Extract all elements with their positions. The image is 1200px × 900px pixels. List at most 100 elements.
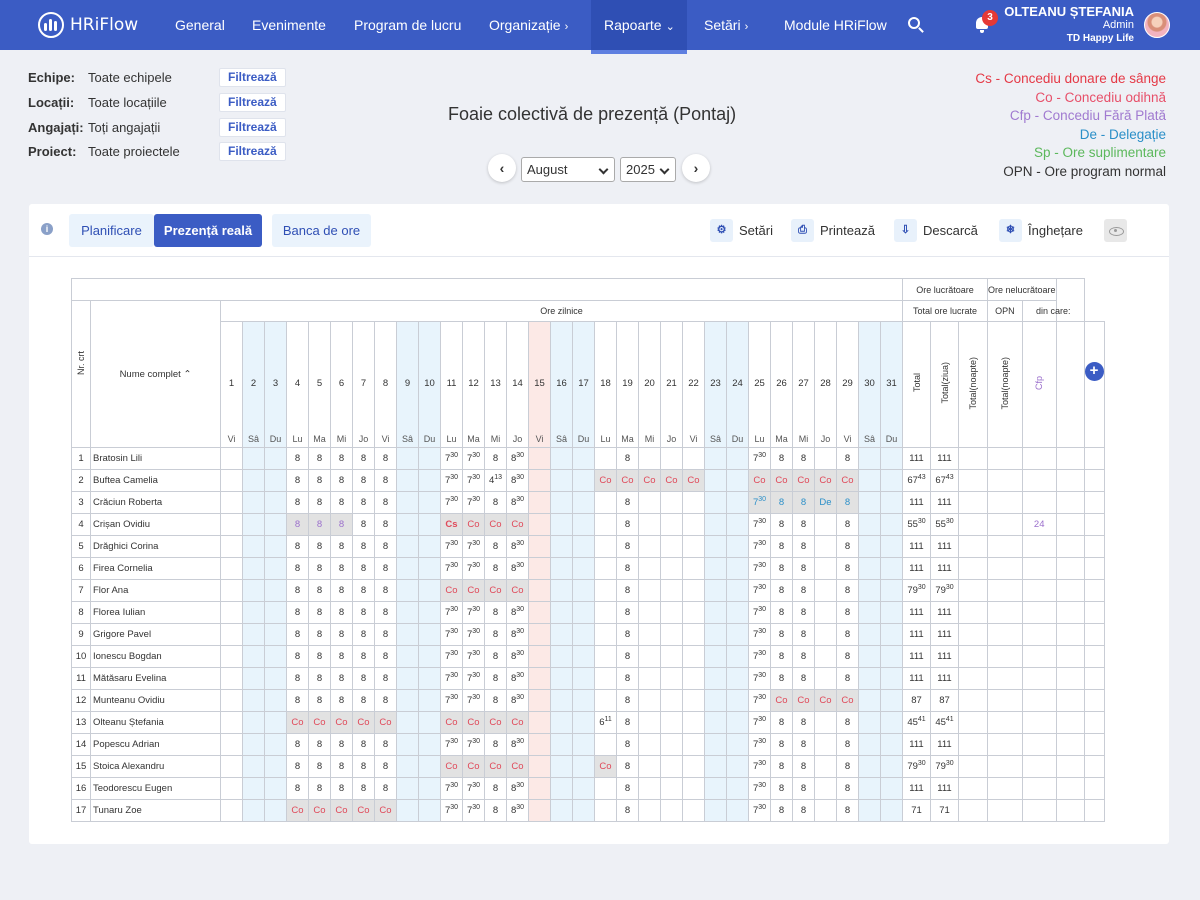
day-cell[interactable] bbox=[220, 755, 243, 778]
day-cell[interactable] bbox=[572, 623, 595, 646]
day-cell[interactable]: 8 bbox=[352, 557, 375, 580]
day-cell[interactable]: 8 bbox=[286, 689, 309, 712]
day-cell[interactable] bbox=[704, 579, 727, 602]
day-cell[interactable] bbox=[814, 799, 837, 822]
day-cell[interactable] bbox=[880, 711, 903, 734]
day-cell[interactable]: 8 bbox=[616, 711, 639, 734]
day-cell[interactable]: 8 bbox=[330, 491, 353, 514]
day-cell[interactable] bbox=[550, 623, 573, 646]
day-cell[interactable] bbox=[594, 799, 617, 822]
day-cell[interactable] bbox=[528, 733, 551, 756]
day-cell[interactable] bbox=[638, 667, 661, 690]
day-cell[interactable] bbox=[572, 557, 595, 580]
day-cell[interactable] bbox=[528, 623, 551, 646]
day-cell[interactable]: Co bbox=[594, 755, 617, 778]
day-cell[interactable]: 8 bbox=[308, 469, 331, 492]
day-cell[interactable]: Co bbox=[484, 711, 507, 734]
day-cell[interactable]: 8 bbox=[616, 557, 639, 580]
day-cell[interactable] bbox=[550, 491, 573, 514]
day-cell[interactable] bbox=[242, 799, 265, 822]
day-cell[interactable] bbox=[682, 777, 705, 800]
day-cell[interactable]: 8 bbox=[770, 491, 793, 514]
day-cell[interactable]: 8 bbox=[330, 733, 353, 756]
day-cell[interactable] bbox=[880, 513, 903, 536]
day-cell[interactable] bbox=[638, 799, 661, 822]
day-cell[interactable]: Co bbox=[352, 711, 375, 734]
day-cell[interactable]: 730 bbox=[440, 689, 463, 712]
table-row[interactable]: 9 Grigore Pavel 8 8 8 8 8 730 730 8 830 8 730 8 8 8 111 1… bbox=[71, 623, 1105, 646]
day-cell[interactable]: 8 bbox=[484, 645, 507, 668]
day-cell[interactable]: Co bbox=[462, 711, 485, 734]
day-cell[interactable]: De bbox=[814, 491, 837, 514]
day-cell[interactable] bbox=[242, 777, 265, 800]
day-cell[interactable] bbox=[572, 777, 595, 800]
day-cell[interactable] bbox=[572, 799, 595, 822]
day-cell[interactable] bbox=[660, 535, 683, 558]
day-cell[interactable]: 730 bbox=[462, 469, 485, 492]
day-cell[interactable]: Co bbox=[506, 755, 529, 778]
nav-setari[interactable]: Setări › bbox=[704, 0, 748, 50]
day-cell[interactable] bbox=[726, 491, 749, 514]
day-cell[interactable] bbox=[418, 711, 441, 734]
day-cell[interactable]: 730 bbox=[440, 491, 463, 514]
day-cell[interactable]: 730 bbox=[462, 447, 485, 470]
day-cell[interactable] bbox=[726, 711, 749, 734]
day-cell[interactable] bbox=[418, 579, 441, 602]
day-cell[interactable]: 8 bbox=[374, 579, 397, 602]
day-cell[interactable] bbox=[880, 535, 903, 558]
day-cell[interactable] bbox=[858, 535, 881, 558]
day-cell[interactable]: 8 bbox=[352, 579, 375, 602]
day-cell[interactable]: Co bbox=[440, 711, 463, 734]
day-cell[interactable] bbox=[528, 755, 551, 778]
day-cell[interactable] bbox=[550, 777, 573, 800]
day-cell[interactable] bbox=[528, 535, 551, 558]
day-cell[interactable]: 730 bbox=[462, 535, 485, 558]
day-cell[interactable]: 8 bbox=[792, 535, 815, 558]
day-cell[interactable] bbox=[660, 447, 683, 470]
day-cell[interactable] bbox=[726, 469, 749, 492]
day-cell[interactable]: Co bbox=[814, 689, 837, 712]
day-cell[interactable] bbox=[726, 623, 749, 646]
table-row[interactable]: 17 Tunaru Zoe Co Co Co Co Co 730 730 8 830 8 730 8 8 8 7… bbox=[71, 799, 1105, 822]
day-cell[interactable] bbox=[572, 755, 595, 778]
day-cell[interactable]: 8 bbox=[484, 535, 507, 558]
day-cell[interactable]: 8 bbox=[286, 777, 309, 800]
day-cell[interactable]: 8 bbox=[616, 601, 639, 624]
day-cell[interactable]: Cs bbox=[440, 513, 463, 536]
day-cell[interactable]: 8 bbox=[616, 755, 639, 778]
day-cell[interactable]: 8 bbox=[484, 777, 507, 800]
day-cell[interactable] bbox=[880, 469, 903, 492]
day-cell[interactable]: 8 bbox=[308, 777, 331, 800]
day-cell[interactable] bbox=[726, 513, 749, 536]
day-cell[interactable]: 8 bbox=[286, 645, 309, 668]
day-cell[interactable] bbox=[594, 447, 617, 470]
day-cell[interactable] bbox=[594, 623, 617, 646]
day-cell[interactable] bbox=[572, 711, 595, 734]
day-cell[interactable] bbox=[858, 491, 881, 514]
day-cell[interactable] bbox=[880, 777, 903, 800]
day-cell[interactable]: Co bbox=[660, 469, 683, 492]
day-cell[interactable] bbox=[220, 667, 243, 690]
day-cell[interactable]: 8 bbox=[792, 711, 815, 734]
day-cell[interactable] bbox=[814, 777, 837, 800]
day-cell[interactable] bbox=[220, 601, 243, 624]
day-cell[interactable]: 8 bbox=[374, 733, 397, 756]
day-cell[interactable] bbox=[704, 535, 727, 558]
day-cell[interactable] bbox=[704, 513, 727, 536]
day-cell[interactable]: 8 bbox=[770, 667, 793, 690]
day-cell[interactable] bbox=[638, 535, 661, 558]
day-cell[interactable]: 8 bbox=[484, 733, 507, 756]
day-cell[interactable] bbox=[638, 755, 661, 778]
day-cell[interactable] bbox=[264, 469, 287, 492]
day-cell[interactable]: 8 bbox=[330, 623, 353, 646]
day-cell[interactable]: 730 bbox=[440, 557, 463, 580]
day-cell[interactable] bbox=[704, 491, 727, 514]
day-cell[interactable]: 830 bbox=[506, 645, 529, 668]
prev-month-button[interactable]: ‹ bbox=[488, 154, 516, 182]
day-cell[interactable] bbox=[396, 535, 419, 558]
day-cell[interactable]: Co bbox=[440, 579, 463, 602]
day-cell[interactable]: 8 bbox=[792, 557, 815, 580]
day-cell[interactable]: 8 bbox=[836, 711, 859, 734]
day-cell[interactable] bbox=[858, 733, 881, 756]
day-cell[interactable]: 8 bbox=[484, 623, 507, 646]
